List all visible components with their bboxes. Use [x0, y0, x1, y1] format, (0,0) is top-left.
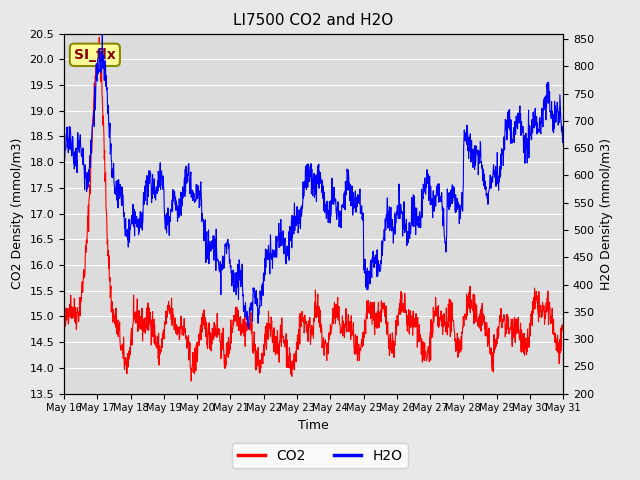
CO2: [345, 327, 353, 333]
Legend: CO2, H2O: CO2, H2O: [232, 443, 408, 468]
CO2: [559, 328, 567, 334]
CO2: [60, 327, 68, 333]
Line: H2O: H2O: [64, 35, 563, 329]
H2O: [244, 326, 252, 332]
H2O: [292, 213, 300, 219]
H2O: [273, 254, 280, 260]
H2O: [60, 149, 68, 155]
Y-axis label: H2O Density (mmol/m3): H2O Density (mmol/m3): [600, 138, 612, 289]
Line: CO2: CO2: [64, 37, 563, 381]
Y-axis label: CO2 Density (mmol/m3): CO2 Density (mmol/m3): [11, 138, 24, 289]
H2O: [559, 137, 567, 143]
H2O: [120, 199, 127, 205]
H2O: [345, 176, 353, 182]
Title: LI7500 CO2 and H2O: LI7500 CO2 and H2O: [234, 13, 394, 28]
CO2: [283, 337, 291, 343]
CO2: [188, 378, 195, 384]
CO2: [292, 349, 300, 355]
CO2: [99, 122, 107, 128]
H2O: [283, 248, 291, 253]
Text: SI_flx: SI_flx: [74, 48, 116, 62]
CO2: [95, 34, 103, 40]
CO2: [120, 356, 127, 361]
H2O: [99, 65, 107, 71]
CO2: [273, 350, 280, 356]
H2O: [99, 32, 106, 37]
X-axis label: Time: Time: [298, 419, 329, 432]
